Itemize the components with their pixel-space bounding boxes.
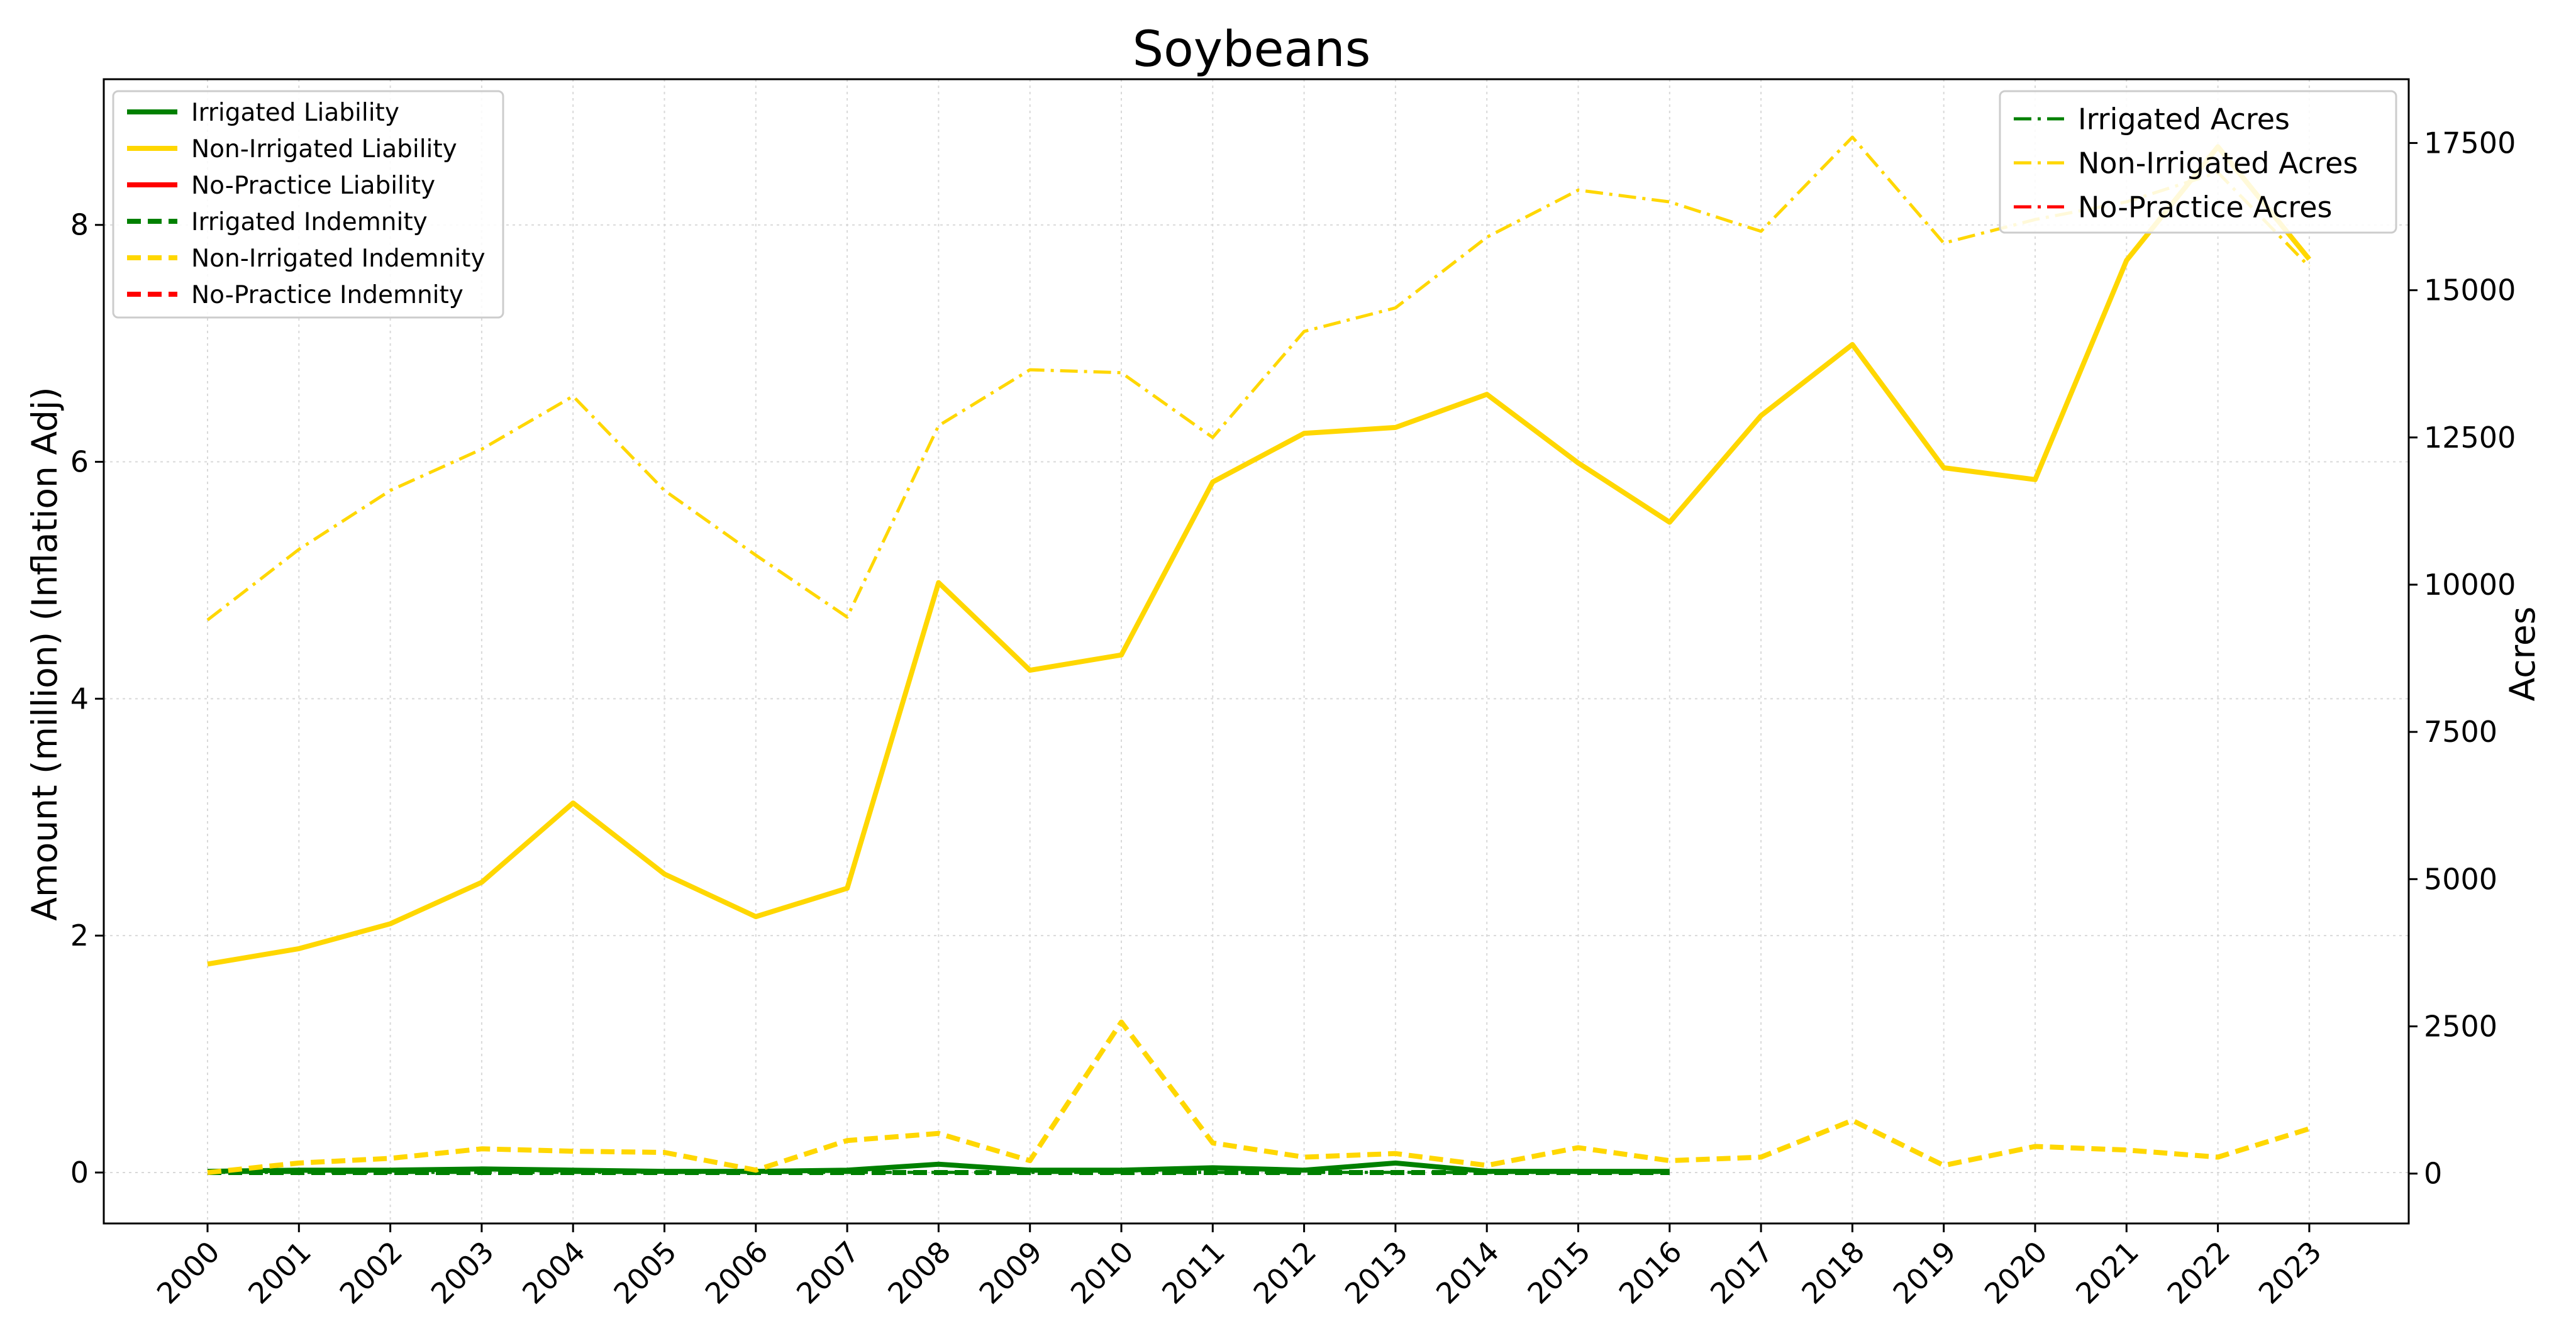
x-tick-label: 2015: [1521, 1235, 1597, 1311]
y-left-tick-label: 0: [70, 1156, 89, 1190]
x-tick-label: 2002: [333, 1235, 409, 1311]
y-right-tick-label: 15000: [2424, 273, 2516, 307]
y-right-tick-label: 0: [2424, 1157, 2442, 1191]
series-non-irrigated-acres-line: [206, 135, 2311, 622]
legend-acres: Irrigated Acres Non-Irrigated Acres No-Pra…: [1999, 90, 2397, 234]
x-tick-label: 2008: [881, 1235, 957, 1311]
legend-label: Non-Irrigated Liability: [191, 135, 457, 163]
legend-label: No-Practice Liability: [191, 172, 435, 200]
x-tick-label: 2006: [699, 1235, 775, 1311]
legend-label: No-Practice Acres: [2078, 190, 2332, 224]
x-tick-label: 2011: [1155, 1235, 1231, 1311]
legend-label: Irrigated Liability: [191, 99, 399, 127]
y-left-tick-label: 8: [70, 208, 89, 242]
y-right-tick-label: 7500: [2424, 715, 2497, 749]
y-right-tick-label: 17500: [2424, 126, 2516, 160]
legend-label: No-Practice Indemnity: [191, 281, 464, 309]
y-left-tick-label: 6: [70, 445, 89, 479]
series-non-irrigated-liability-line: [207, 144, 2312, 967]
legend-frame: [1999, 90, 2397, 234]
series-non-irrigated-indemnity-line: [207, 1019, 2311, 1175]
y-axis-left-title: Amount (million) (Inflation Adj): [25, 387, 65, 920]
x-tick-label: 2014: [1430, 1235, 1506, 1311]
y-right-tick-label: 2500: [2424, 1009, 2497, 1043]
series-irrigated-liability-line: [207, 1160, 1670, 1174]
x-tick-label: 2000: [150, 1235, 226, 1311]
x-tick-label: 2001: [242, 1235, 318, 1311]
legend-frame: [112, 90, 504, 319]
legend-liability-indemnity: Irrigated Liability Non-Irrigated Liabili…: [112, 90, 504, 319]
y-axis-right-title: Acres: [2502, 607, 2543, 702]
plot-frame: [103, 78, 2410, 1225]
legend-label: Non-Irrigated Indemnity: [191, 245, 486, 273]
x-tick-label: 2004: [516, 1235, 592, 1311]
y-right-tick-label: 5000: [2424, 862, 2497, 896]
x-tick-label: 2003: [425, 1235, 501, 1311]
x-tick-label: 2020: [1978, 1235, 2054, 1311]
x-tick-label: 2009: [973, 1235, 1049, 1311]
x-tick-label: 2010: [1064, 1235, 1140, 1311]
x-tick-label: 2021: [2069, 1235, 2145, 1311]
series-layer: [206, 135, 2312, 1175]
x-tick-label: 2013: [1338, 1235, 1414, 1311]
x-tick-label: 2016: [1613, 1235, 1689, 1311]
x-tick-label: 2007: [790, 1235, 866, 1311]
legend-label: Non-Irrigated Acres: [2078, 146, 2358, 180]
x-tick-label: 2018: [1795, 1235, 1871, 1311]
y-left-tick-label: 4: [70, 682, 89, 715]
legend-label: Irrigated Acres: [2078, 102, 2290, 136]
x-tick-label: 2005: [607, 1235, 683, 1311]
x-tick-label: 2012: [1246, 1235, 1323, 1311]
y-right-tick-label: 12500: [2424, 421, 2516, 455]
y-left-tick-label: 2: [70, 919, 89, 952]
y-right-tick-label: 10000: [2424, 568, 2516, 602]
x-tick-label: 2019: [1887, 1235, 1963, 1311]
x-tick-label: 2023: [2252, 1235, 2328, 1311]
chart-title: Soybeans: [1133, 21, 1371, 78]
x-tick-label: 2022: [2160, 1235, 2236, 1311]
legend-label: Irrigated Indemnity: [191, 208, 428, 236]
x-tick-label: 2017: [1704, 1235, 1780, 1311]
